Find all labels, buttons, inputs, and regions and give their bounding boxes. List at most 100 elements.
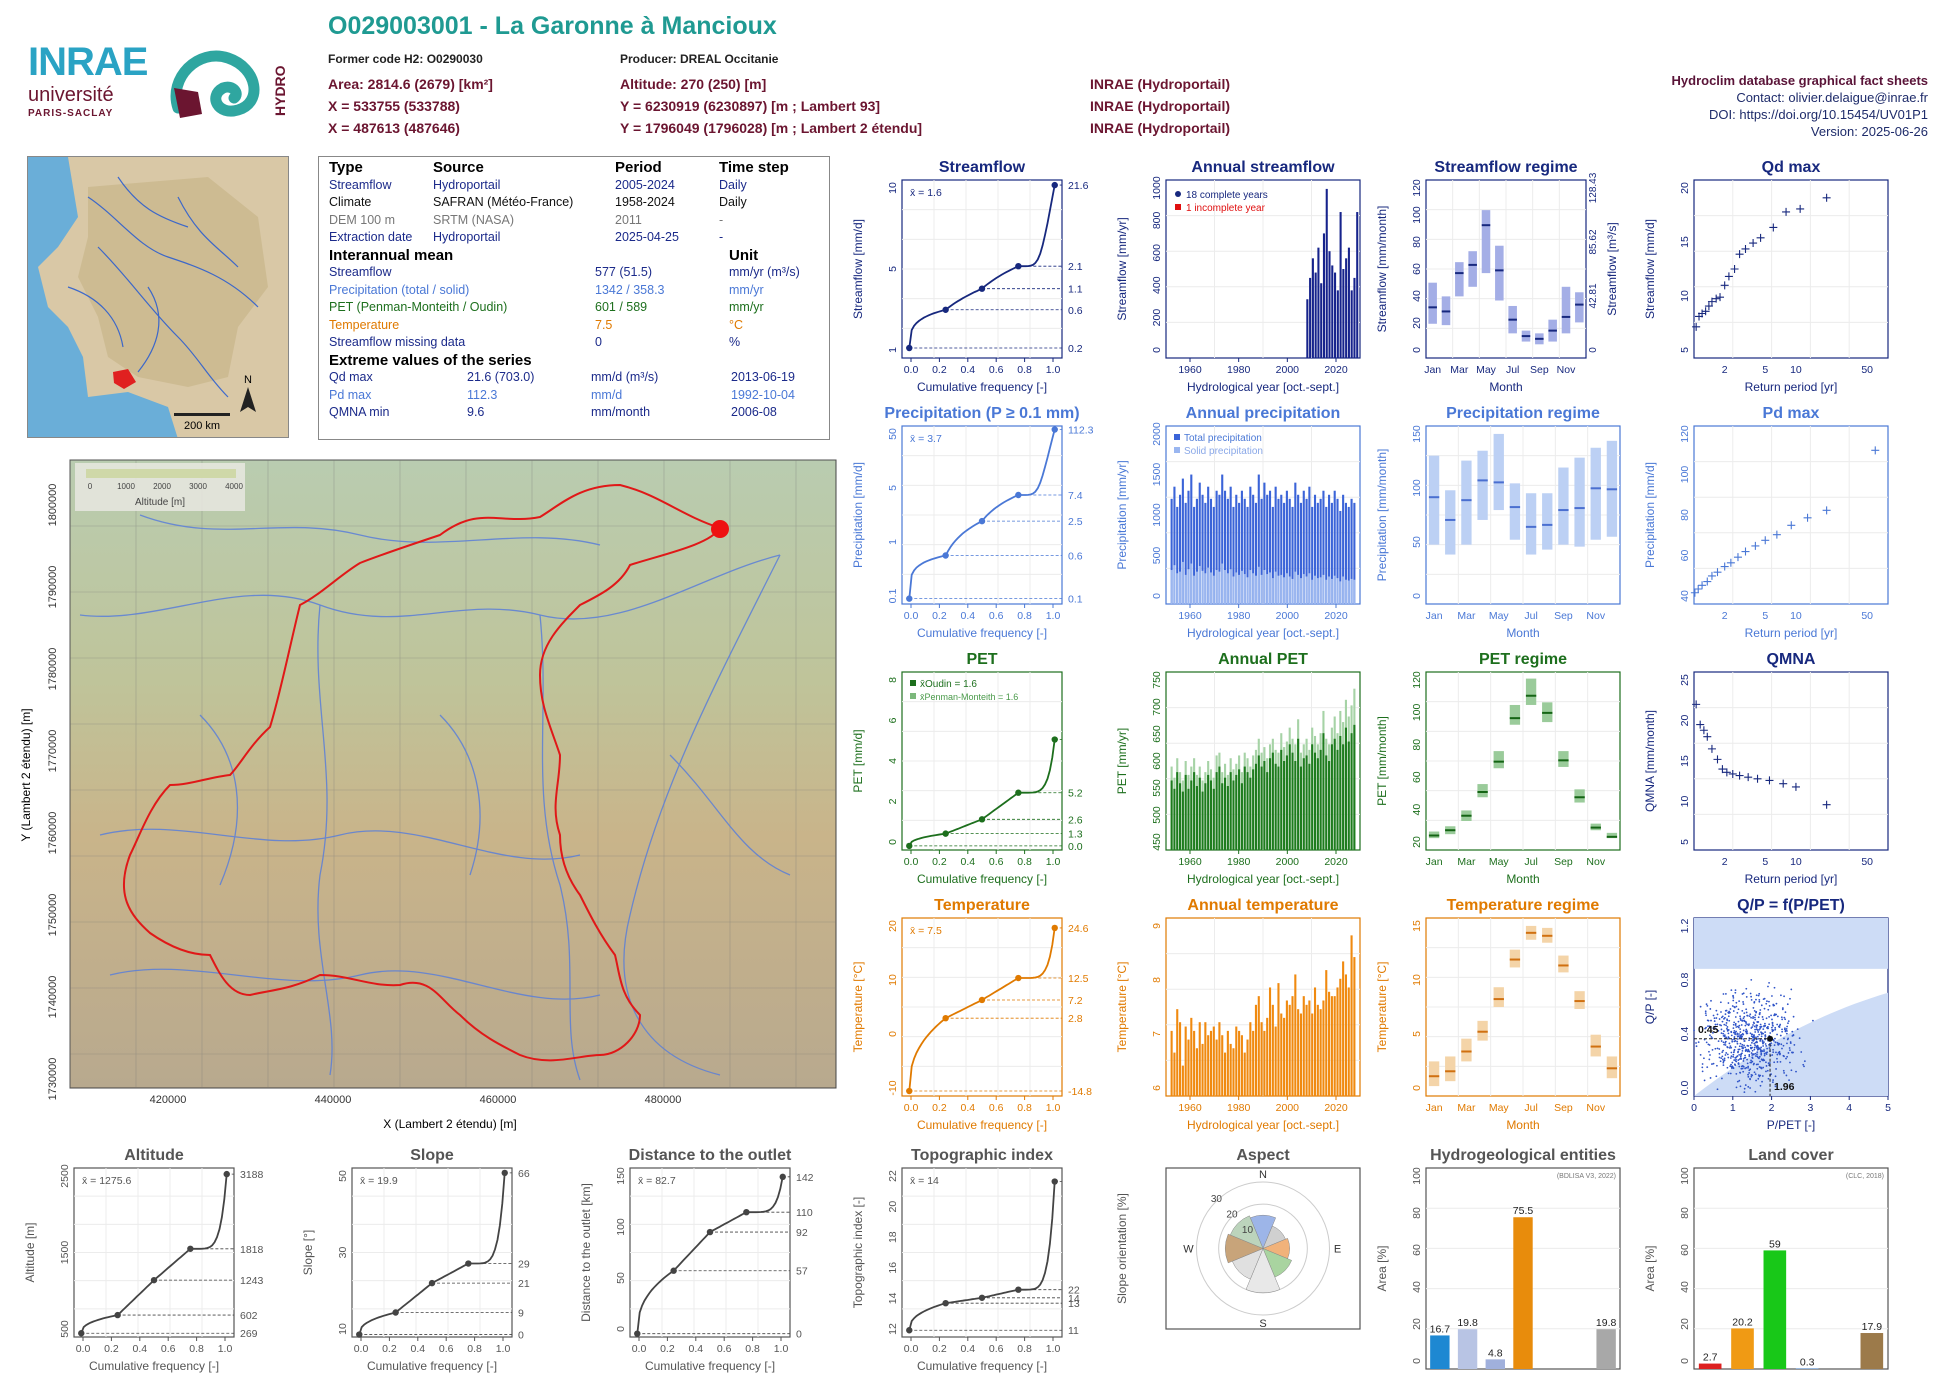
qmna-ytick: 20 <box>1679 715 1691 727</box>
annual-temperature-bar <box>1254 1004 1258 1096</box>
pet-right-tick: 1.3 <box>1068 829 1083 841</box>
temperature-regime-box <box>1493 987 1504 1007</box>
qp-chart: Q/P = f(P/PET) 0.45 1.96 0 1 2 3 4 5 1.2 0.8 0.4 0.0… <box>1643 897 1891 1132</box>
qp-point <box>1709 1034 1711 1037</box>
pd-max-point <box>1720 562 1729 571</box>
qp-point <box>1754 1041 1757 1044</box>
doi[interactable]: DOI: https://doi.org/10.15454/UV01P1 <box>1709 107 1928 122</box>
annual-precipitation-bar <box>1319 498 1322 604</box>
qd-max-xtick: 5 <box>1762 364 1768 376</box>
hydrogeology-ytick: 0 <box>1411 1358 1423 1364</box>
qp-point <box>1779 1023 1782 1026</box>
qp-point <box>1736 1038 1739 1040</box>
annual-precipitation-bar <box>1333 490 1336 604</box>
precipitation-xtick: 0.2 <box>932 610 947 622</box>
qp-point <box>1758 1000 1761 1003</box>
precipitation-xtick: 1.0 <box>1046 610 1061 622</box>
qp-point <box>1787 1052 1790 1054</box>
qp-point <box>1718 1052 1721 1055</box>
landcover-title: Land cover <box>1748 1147 1833 1164</box>
contact[interactable]: Contact: olivier.delaigue@inrae.fr <box>1736 90 1928 105</box>
annual-precipitation-bar <box>1353 502 1356 604</box>
qp-point <box>1743 1019 1746 1022</box>
pet-regime-ytick: 20 <box>1411 836 1423 848</box>
qp-point <box>1717 1029 1720 1032</box>
version: Version: 2025-06-26 <box>1810 124 1928 139</box>
qd-max-ytick: 5 <box>1679 347 1691 353</box>
qp-point <box>1714 1047 1717 1050</box>
slope-quantile-point <box>501 1169 508 1177</box>
qp-point <box>1746 1030 1748 1033</box>
altitude-legend-tick: 4000 <box>225 482 243 491</box>
annual-temperature-bar <box>1311 1013 1314 1096</box>
pet-regime-xtick: Sep <box>1554 856 1573 868</box>
pet-quantile-point <box>942 830 949 837</box>
topo-xlabel: Cumulative frequency [-] <box>917 1359 1047 1373</box>
qp-point <box>1735 1056 1738 1058</box>
qp-point <box>1775 1068 1777 1070</box>
altitude-xtick: 1.0 <box>218 1343 233 1355</box>
annual-temperature-bar <box>1313 987 1317 1096</box>
qd-max-ytick: 15 <box>1679 236 1691 248</box>
legend-complete: 18 complete years <box>1186 190 1268 201</box>
pet-xlabel: Cumulative frequency [-] <box>917 872 1047 886</box>
qp-point <box>1761 1075 1764 1077</box>
qp-point <box>1803 1065 1805 1068</box>
topo-xtick: 0.6 <box>989 1343 1004 1355</box>
qp-point <box>1781 1018 1784 1021</box>
annual-precipitation-bar <box>1353 579 1356 604</box>
annual-pet-ytick: 700 <box>1151 698 1163 716</box>
hydro-logo-text: HYDRO <box>272 65 288 116</box>
qmna-plot-area <box>1693 671 1889 851</box>
qp-point <box>1769 1062 1771 1064</box>
source-1: INRAE (Hydroportail) <box>1090 76 1230 92</box>
annual-temperature-bar <box>1198 1022 1201 1096</box>
page-title: O029003001 - La Garonne à Mancioux <box>328 12 777 40</box>
slope-right-tick: 9 <box>518 1308 524 1320</box>
basin-xtick: 420000 <box>150 1094 187 1106</box>
qp-point <box>1759 1009 1762 1011</box>
pet-xtick: 0.2 <box>932 856 947 868</box>
qp-point <box>1735 1073 1738 1075</box>
qp-point <box>1733 1048 1736 1051</box>
qp-point <box>1750 998 1753 1001</box>
topo-right-tick: 11 <box>1068 1325 1079 1337</box>
streamflow-xtick: 0.8 <box>1017 364 1032 376</box>
qp-point <box>1705 1041 1708 1044</box>
annual-pet-bar <box>1263 761 1266 850</box>
temperature-title: Temperature <box>934 897 1030 914</box>
qp-point <box>1726 1053 1729 1056</box>
annual-pet-bar <box>1238 769 1241 850</box>
qp-point <box>1777 1025 1780 1028</box>
altitude-right-tick: 1818 <box>240 1244 264 1256</box>
annual-precipitation-ytick: 0 <box>1151 593 1163 599</box>
annual-pet-bar <box>1246 772 1249 850</box>
qp-point <box>1750 1074 1753 1076</box>
slope-xtick: 0.8 <box>467 1343 482 1355</box>
qp-point <box>1786 1055 1789 1058</box>
streamflow-regime-ytick: 120 <box>1411 179 1423 197</box>
qp-point <box>1745 1011 1748 1014</box>
qp-point <box>1736 1032 1739 1035</box>
annual-precipitation-bar <box>1209 572 1213 604</box>
annual-precipitation-bar <box>1277 575 1280 604</box>
altitude-right-tick: 269 <box>240 1328 258 1340</box>
annual-precipitation-bar <box>1344 502 1347 604</box>
altitude-legend-tick: 1000 <box>117 482 135 491</box>
qp-point <box>1703 1079 1706 1082</box>
database-name: Hydroclim database graphical fact sheets <box>1671 73 1928 88</box>
qp-point <box>1732 1051 1735 1054</box>
annual-precipitation-bar <box>1246 506 1249 604</box>
qp-point <box>1712 1014 1715 1017</box>
annual-precipitation-bar <box>1243 498 1246 604</box>
streamflow-regime-right-tick: 0 <box>1588 347 1599 353</box>
qp-point <box>1752 1063 1755 1066</box>
annual-pet-ylabel: PET [mm/yr] <box>1115 728 1129 794</box>
universite-logo: université <box>28 84 114 106</box>
qp-point <box>1776 1015 1779 1018</box>
qp-point <box>1733 1036 1736 1038</box>
annual-streamflow-xtick: 1960 <box>1178 364 1202 376</box>
inrae-logo: INRAE <box>28 40 148 84</box>
qp-point <box>1750 1016 1752 1019</box>
